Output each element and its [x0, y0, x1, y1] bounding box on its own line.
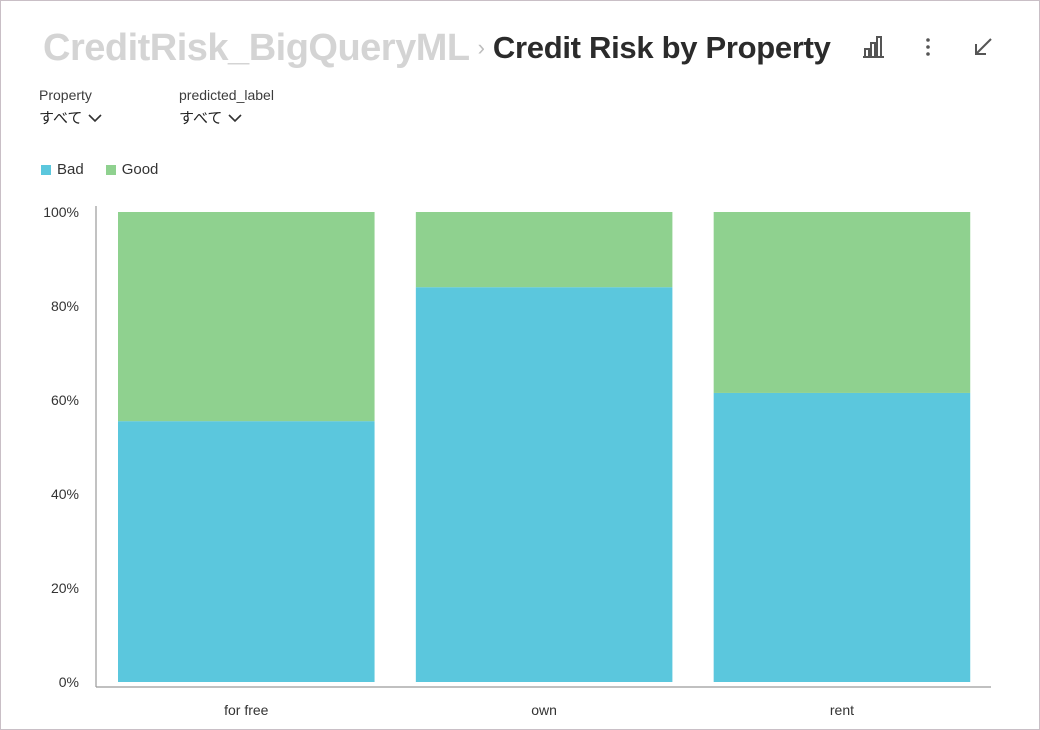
- chevron-down-icon: [88, 113, 102, 122]
- legend-item-bad[interactable]: Bad: [41, 161, 84, 178]
- bar-bad[interactable]: [713, 392, 971, 682]
- filter-value: すべて: [179, 110, 223, 127]
- y-tick-label: 80%: [51, 298, 79, 314]
- chevron-down-icon: [228, 113, 242, 122]
- legend-label: Bad: [57, 161, 84, 178]
- y-tick-label: 60%: [51, 392, 79, 408]
- filter-dropdown[interactable]: すべて: [39, 107, 102, 128]
- x-tick-label: rent: [830, 702, 854, 718]
- toolbar: [857, 31, 999, 63]
- filter-property[interactable]: Property すべて: [39, 87, 102, 128]
- x-tick-label: for free: [224, 702, 269, 718]
- breadcrumb-parent[interactable]: CreditRisk_BigQueryML: [43, 26, 470, 69]
- legend-label: Good: [121, 161, 159, 178]
- collapse-icon[interactable]: [967, 31, 999, 63]
- filter-label: predicted_label: [179, 87, 274, 103]
- bar-chart-icon[interactable]: [857, 31, 889, 63]
- x-tick-label: own: [531, 702, 557, 718]
- legend-swatch: [105, 164, 116, 175]
- stacked-bar-chart: 0% 20% 40% 60% 80% 100% for free own rent: [43, 204, 991, 718]
- header: CreditRisk_BigQueryML › Credit Risk by P…: [43, 23, 831, 73]
- bar-bad[interactable]: [118, 421, 375, 682]
- legend-item-good[interactable]: Good: [105, 161, 159, 178]
- y-tick-label: 40%: [51, 486, 79, 502]
- filter-value: すべて: [39, 110, 83, 127]
- page-title: Credit Risk by Property: [492, 30, 831, 65]
- y-tick-label: 20%: [51, 580, 79, 596]
- more-vert-icon[interactable]: [912, 31, 944, 63]
- bar-good[interactable]: [118, 212, 375, 422]
- y-tick-label: 0%: [59, 674, 79, 690]
- filter-dropdown[interactable]: すべて: [179, 107, 274, 128]
- breadcrumb-separator: ›: [477, 35, 485, 60]
- legend-swatch: [41, 164, 51, 175]
- bar-bad[interactable]: [415, 287, 673, 682]
- bar-good[interactable]: [415, 212, 673, 288]
- bar-good[interactable]: [713, 212, 971, 393]
- legend: Bad Good: [41, 161, 180, 178]
- filter-label: Property: [39, 87, 92, 103]
- y-tick-label: 100%: [43, 204, 79, 220]
- filter-predicted-label[interactable]: predicted_label すべて: [179, 87, 274, 128]
